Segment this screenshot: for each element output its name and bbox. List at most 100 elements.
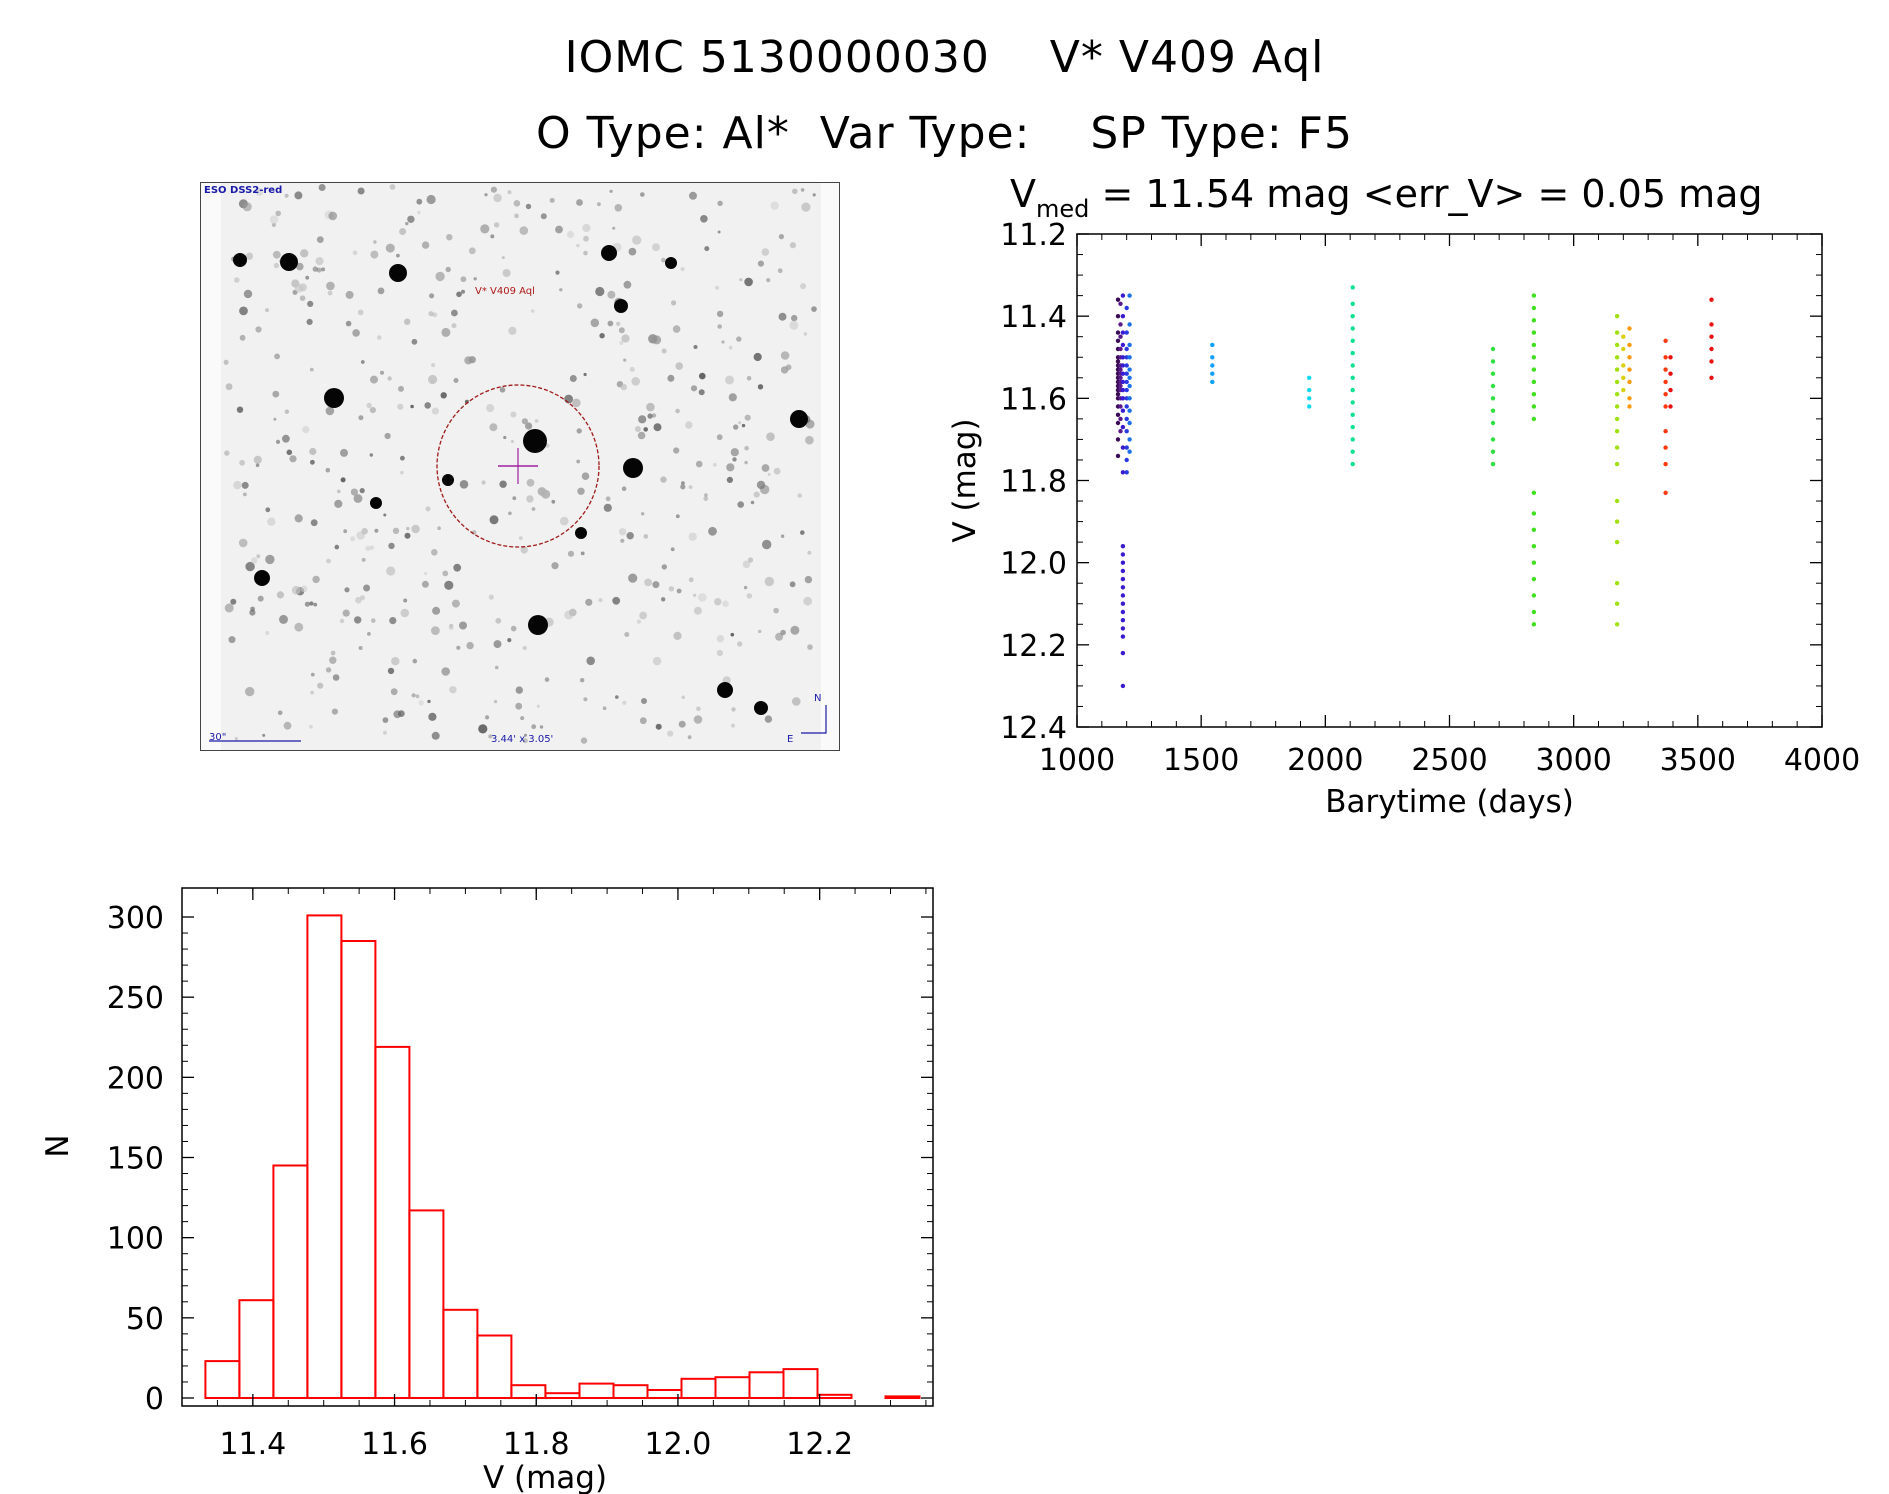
- finder-star: [580, 737, 588, 744]
- lightcurve-point: [1663, 490, 1668, 495]
- finder-star: [586, 656, 595, 666]
- finder-star: [636, 619, 642, 624]
- finder-star: [661, 597, 666, 602]
- finder-star: [560, 516, 569, 526]
- lightcurve-x-tick-label: 1000: [1039, 743, 1115, 778]
- finder-star: [507, 638, 512, 643]
- finder-star: [714, 598, 722, 606]
- finder-star: [352, 329, 360, 337]
- finder-star: [717, 200, 723, 206]
- finder-star: [371, 618, 376, 623]
- finder-star: [747, 557, 754, 563]
- lightcurve-y-axis-label: V (mag): [947, 418, 983, 542]
- lightcurve-point: [1621, 387, 1626, 393]
- finder-star: [689, 191, 697, 200]
- finder-star: [623, 358, 627, 362]
- lightcurve-point: [1490, 371, 1496, 376]
- finder-star: [508, 326, 517, 335]
- finder-star: [424, 571, 428, 576]
- lightcurve-point: [1124, 445, 1129, 450]
- lightcurve-y-tick-label: 12.2: [1000, 629, 1067, 664]
- lightcurve-point: [1127, 355, 1132, 360]
- finder-star: [661, 564, 667, 570]
- finder-star: [366, 402, 372, 409]
- finder-star: [602, 706, 607, 710]
- lightcurve-point: [1350, 314, 1355, 319]
- finder-star: [667, 730, 674, 737]
- finder-star: [302, 426, 310, 434]
- finder-star: [412, 658, 418, 664]
- finder-star: [352, 250, 358, 256]
- lightcurve-point: [1307, 404, 1312, 409]
- finder-star: [486, 404, 495, 413]
- finder-star: [370, 375, 378, 384]
- lightcurve-point: [1531, 593, 1537, 598]
- finder-star: [275, 210, 281, 217]
- lightcurve-point: [1120, 650, 1126, 656]
- finder-star: [590, 318, 600, 328]
- finder-star: [668, 586, 675, 592]
- lightcurve-point: [1350, 400, 1355, 405]
- finder-star: [396, 253, 400, 258]
- finder-star: [717, 230, 721, 234]
- finder-star: [316, 236, 324, 243]
- lightcurve-point: [1118, 346, 1123, 352]
- lightcurve-title: Vmed = 11.54 mag <err_V> = 0.05 mag: [1010, 172, 1763, 223]
- finder-star: [456, 291, 462, 298]
- finder-star: [685, 421, 693, 429]
- finder-star: [671, 300, 677, 306]
- chart-title-line1: IOMC 5130000030 V* V409 Aql: [564, 32, 1325, 83]
- finder-star: [670, 547, 675, 552]
- lightcurve-point: [1709, 359, 1714, 364]
- finder-star: [696, 706, 701, 712]
- finder-star: [621, 486, 627, 492]
- finder-star: [583, 697, 588, 702]
- finder-star: [350, 536, 356, 542]
- lightcurve-point: [1120, 424, 1126, 430]
- lightcurve-point: [1621, 375, 1626, 380]
- lightcurve-x-tick-label: 3500: [1660, 743, 1736, 778]
- lightcurve-point: [1627, 326, 1632, 331]
- finder-star: [315, 257, 324, 266]
- finder-star: [478, 724, 488, 734]
- finder-star: [507, 190, 512, 195]
- lightcurve-point: [1490, 396, 1496, 401]
- finder-star: [744, 460, 748, 465]
- finder-star: [448, 625, 454, 631]
- finder-star: [224, 603, 234, 613]
- finder-star: [803, 596, 813, 606]
- finder-star: [688, 485, 693, 489]
- finder-star: [555, 270, 560, 275]
- lightcurve-point: [1307, 396, 1312, 401]
- finder-star: [648, 334, 658, 344]
- finder-star: [607, 320, 614, 327]
- histogram-bar: [782, 1368, 819, 1399]
- finder-star: [672, 325, 681, 333]
- finder-star: [358, 415, 364, 421]
- finder-star: [732, 457, 737, 462]
- finder-star: [369, 545, 375, 550]
- finder-star: [444, 580, 454, 590]
- finder-star: [731, 707, 736, 712]
- lightcurve-point: [1490, 461, 1496, 467]
- finder-star: [415, 694, 420, 699]
- finder-star: [309, 447, 317, 456]
- lightcurve-point: [1115, 412, 1121, 417]
- lightcurve-point: [1668, 371, 1673, 376]
- finder-star: [468, 356, 476, 364]
- histogram-bar: [544, 1392, 581, 1399]
- finder-star: [757, 384, 764, 390]
- lightcurve-point: [1120, 363, 1126, 368]
- finder-star: [620, 538, 625, 543]
- finder-star: [357, 309, 364, 316]
- lightcurve-point: [1531, 490, 1537, 495]
- finder-star: [230, 598, 237, 605]
- finder-star: [641, 698, 647, 704]
- lightcurve-point: [1350, 326, 1355, 331]
- finder-star: [325, 667, 332, 673]
- finder-star: [332, 674, 340, 681]
- finder-star: [680, 267, 685, 272]
- finder-star: [294, 514, 303, 523]
- lightcurve-point: [1127, 322, 1132, 327]
- finder-star: [603, 503, 612, 512]
